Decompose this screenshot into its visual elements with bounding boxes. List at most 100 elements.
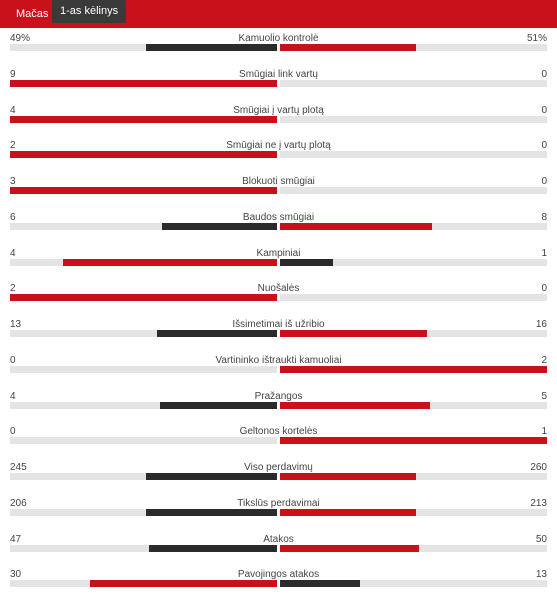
stat-right-track [280,44,547,51]
tab-first-half[interactable]: 1-as kėlinys [52,0,127,23]
stat-label: Kampiniai [256,248,301,259]
stat-left-value: 0 [10,355,16,366]
stat-label: Vartininko ištraukti kamuoliai [215,355,342,366]
stat-right-value: 5 [541,391,547,402]
stat-row: 2 Smūgiai ne į vartų plotą 0 [10,140,547,176]
stat-right-track [280,80,547,87]
stat-right-value: 50 [535,534,547,545]
stat-right-track [280,545,547,552]
stat-row: 13 Išsimetimai iš užribio 16 [10,319,547,355]
stat-right-bar [280,223,432,230]
tab-bar: Mačas 1-as kėlinys [0,0,557,28]
stat-left-value: 245 [10,462,27,473]
stat-left-value: 13 [10,319,22,330]
stat-left-value: 0 [10,426,16,437]
stat-left-value: 49% [10,33,31,44]
stat-left-track [10,80,277,87]
stat-row: 30 Pavojingos atakos 13 [10,569,547,605]
stat-right-track [280,294,547,301]
stat-label: Pavojingos atakos [237,569,320,580]
stat-row: 2 Nuošalės 0 [10,283,547,319]
stat-right-bar [280,545,419,552]
tab-match[interactable]: Mačas [16,8,49,20]
stat-left-bar [146,509,277,516]
stat-row: 0 Geltonos kortelės 1 [10,426,547,462]
stat-right-bar [280,44,416,51]
stat-left-track [10,402,277,409]
stat-left-track [10,44,277,51]
stat-label: Atakos [263,534,294,545]
stat-label: Smūgiai ne į vartų plotą [226,140,331,151]
stat-label: Pražangos [254,391,303,402]
stat-left-bar [10,116,277,123]
stat-right-track [280,187,547,194]
stat-label: Išsimetimai iš užribio [232,319,325,330]
stat-right-value: 0 [541,176,547,187]
stat-row: 47 Atakos 50 [10,534,547,570]
stat-right-value: 13 [535,569,547,580]
stat-right-track [280,116,547,123]
stat-left-bar [10,80,277,87]
stat-right-value: 16 [535,319,547,330]
stat-label: Smūgiai link vartų [239,69,318,80]
stat-left-bar [146,473,277,480]
stat-row: 9 Smūgiai link vartų 0 [10,69,547,105]
stat-right-value: 1 [541,426,547,437]
stat-right-track [280,509,547,516]
stat-left-bar [10,187,277,194]
stat-label: Viso perdavimų [244,462,313,473]
stat-left-value: 6 [10,212,16,223]
stat-left-value: 4 [10,391,16,402]
stat-right-track [280,580,547,587]
stat-right-value: 2 [541,355,547,366]
stat-row: 6 Baudos smūgiai 8 [10,212,547,248]
stat-left-track [10,545,277,552]
stat-right-bar [280,402,430,409]
stat-right-track [280,402,547,409]
stat-right-value: 0 [541,69,547,80]
stat-label: Smūgiai į vartų plotą [233,105,324,116]
stat-right-bar [280,509,416,516]
stat-right-track [280,259,547,266]
stat-row: 245 Viso perdavimų 260 [10,462,547,498]
stat-right-track [280,330,547,337]
stat-left-bar [63,259,277,266]
stat-left-bar [146,44,277,51]
stat-row: 4 Kampiniai 1 [10,248,547,284]
stat-label: Blokuoti smūgiai [242,176,315,187]
stat-right-value: 51% [526,33,547,44]
stat-left-value: 30 [10,569,22,580]
stat-right-value: 0 [541,283,547,294]
stat-left-bar [149,545,277,552]
stat-right-bar [280,366,547,373]
stat-left-value: 9 [10,69,16,80]
stat-right-bar [280,580,360,587]
stat-left-bar [10,151,277,158]
stat-right-value: 0 [541,105,547,116]
stat-right-track [280,473,547,480]
stat-left-value: 3 [10,176,16,187]
stat-left-track [10,259,277,266]
stat-left-track [10,509,277,516]
stat-left-track [10,116,277,123]
stat-right-value: 0 [541,140,547,151]
stat-left-bar [160,402,277,409]
stat-right-track [280,223,547,230]
stat-left-value: 47 [10,534,22,545]
stat-left-bar [90,580,277,587]
stat-label: Nuošalės [257,283,300,294]
stat-row: 0 Vartininko ištraukti kamuoliai 2 [10,355,547,391]
stat-row: 49% Kamuolio kontrolė 51% [10,33,547,69]
stat-left-track [10,294,277,301]
stat-left-bar [157,330,277,337]
stat-left-value: 4 [10,248,16,259]
stat-left-track [10,187,277,194]
stat-left-track [10,223,277,230]
stat-row: 4 Smūgiai į vartų plotą 0 [10,105,547,141]
stat-right-value: 8 [541,212,547,223]
stat-right-bar [280,330,427,337]
stat-label: Baudos smūgiai [242,212,315,223]
stat-left-value: 4 [10,105,16,116]
stat-right-track [280,366,547,373]
stat-right-track [280,437,547,444]
